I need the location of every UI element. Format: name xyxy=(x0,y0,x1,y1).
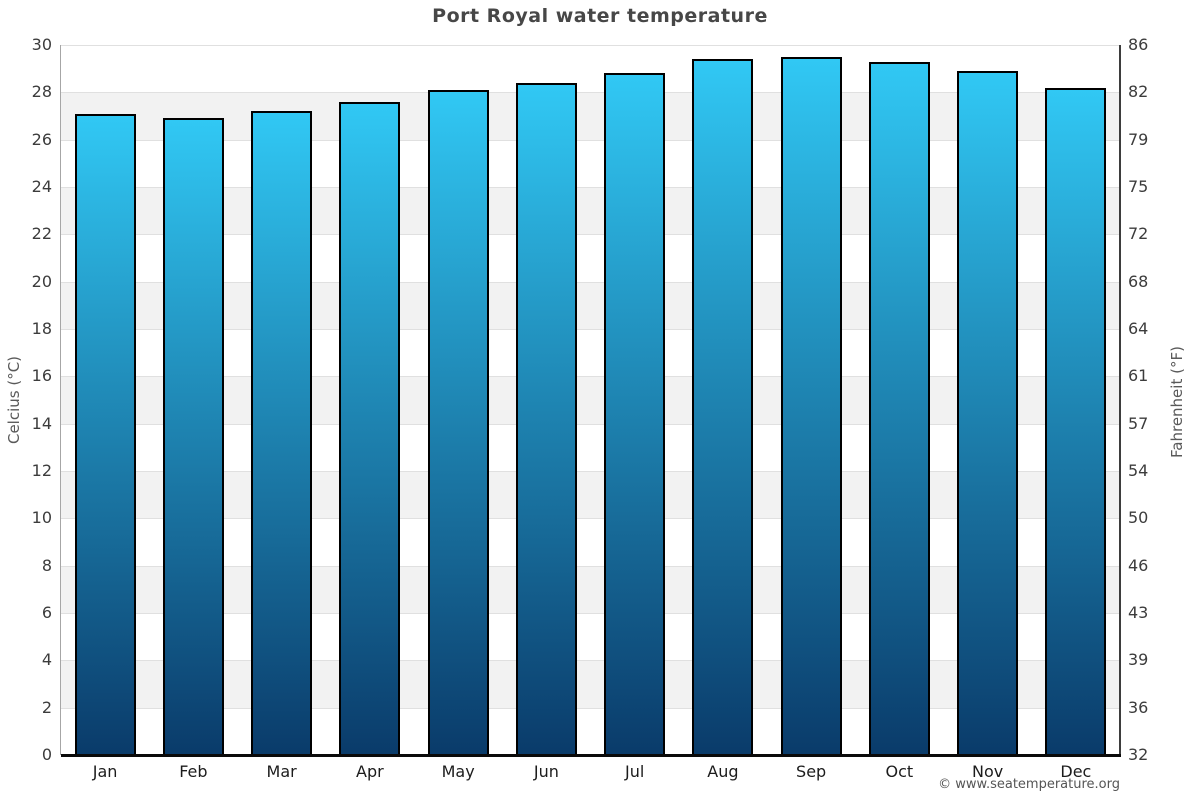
temperature-bar xyxy=(780,56,842,755)
month-label: Oct xyxy=(885,762,914,781)
grid-band xyxy=(61,565,1120,613)
fahrenheit-tick-label: 75 xyxy=(1128,177,1149,196)
gridline xyxy=(61,518,1120,520)
temperature-bar xyxy=(251,111,313,755)
month-label: Jul xyxy=(624,762,645,781)
fahrenheit-tick-label: 72 xyxy=(1128,224,1149,244)
celsius-tick-label: 12 xyxy=(31,461,52,480)
fahrenheit-tick-label: 79 xyxy=(1128,129,1149,149)
gridline xyxy=(61,234,1120,236)
celsius-tick-label: 16 xyxy=(31,366,52,386)
grid-band xyxy=(61,660,1120,708)
x-axis-line xyxy=(61,754,1121,757)
grid-band xyxy=(61,139,1120,187)
gridline xyxy=(61,471,1120,472)
gridline xyxy=(61,187,1120,188)
month-label: Dec xyxy=(1060,762,1092,781)
left-axis-spine xyxy=(60,45,61,755)
fahrenheit-tick-label: 36 xyxy=(1128,697,1149,717)
grid-band xyxy=(61,187,1120,235)
celsius-tick-label: 18 xyxy=(31,319,52,338)
gridline xyxy=(61,376,1120,378)
temperature-bar xyxy=(74,113,136,755)
fahrenheit-tick-label: 54 xyxy=(1128,461,1149,480)
celsius-tick-label: 0 xyxy=(41,745,52,764)
temperature-bar xyxy=(427,89,489,755)
temperature-bar xyxy=(868,61,930,755)
celsius-tick-label: 4 xyxy=(41,650,52,670)
fahrenheit-tick-label: 86 xyxy=(1128,35,1149,54)
gridline xyxy=(61,423,1120,425)
celsius-tick-label: 22 xyxy=(31,224,52,244)
month-label: Apr xyxy=(356,762,384,781)
gridline xyxy=(61,329,1120,330)
celsius-tick-label: 20 xyxy=(31,271,52,291)
month-label: Sep xyxy=(796,762,827,781)
month-label: May xyxy=(441,762,475,781)
month-label: Jan xyxy=(92,762,118,781)
gridline xyxy=(61,565,1120,567)
fahrenheit-tick-label: 64 xyxy=(1128,319,1149,338)
grid-band xyxy=(61,92,1120,140)
fahrenheit-tick-label: 50 xyxy=(1128,508,1149,528)
temperature-bar xyxy=(957,71,1019,755)
grid-band xyxy=(61,707,1120,755)
celsius-tick-label: 6 xyxy=(41,603,52,622)
grid-band xyxy=(61,471,1120,519)
right-axis-spine xyxy=(1119,45,1121,755)
celsius-tick-label: 30 xyxy=(31,35,52,54)
month-label: Nov xyxy=(972,762,1004,781)
celsius-tick-label: 8 xyxy=(41,555,52,575)
grid-band xyxy=(61,423,1120,471)
temperature-bar xyxy=(692,59,754,755)
gridline xyxy=(61,92,1120,94)
chart-title: Port Royal water temperature xyxy=(432,5,768,27)
celsius-tick-label: 2 xyxy=(41,697,52,717)
celsius-tick-label: 26 xyxy=(31,129,52,149)
fahrenheit-tick-label: 32 xyxy=(1128,745,1149,764)
grid-band xyxy=(61,45,1120,93)
gridline xyxy=(61,660,1120,662)
gridline xyxy=(61,281,1120,283)
grid-band xyxy=(61,234,1120,282)
month-label: Mar xyxy=(266,762,297,781)
temperature-bar xyxy=(515,82,577,755)
fahrenheit-tick-label: 61 xyxy=(1128,366,1149,386)
grid-band xyxy=(61,329,1120,377)
grid-band xyxy=(61,518,1120,566)
fahrenheit-tick-label: 43 xyxy=(1128,603,1149,622)
month-label: Feb xyxy=(179,762,208,781)
gridline xyxy=(61,139,1120,141)
grid-band xyxy=(61,613,1120,661)
celsius-tick-label: 28 xyxy=(31,82,52,102)
fahrenheit-tick-label: 57 xyxy=(1128,413,1149,433)
gridline xyxy=(61,613,1120,614)
gridline xyxy=(61,45,1120,46)
temperature-bar xyxy=(604,73,666,755)
grid-band xyxy=(61,281,1120,329)
fahrenheit-tick-label: 46 xyxy=(1128,555,1149,575)
temperature-bar xyxy=(162,118,224,755)
celsius-tick-label: 24 xyxy=(31,177,52,196)
month-label: Jun xyxy=(533,762,559,781)
grid-band xyxy=(61,376,1120,424)
celsius-tick-label: 10 xyxy=(31,508,52,528)
fahrenheit-tick-label: 82 xyxy=(1128,82,1149,102)
month-label: Aug xyxy=(707,762,739,781)
temperature-bar xyxy=(1045,87,1107,755)
fahrenheit-tick-label: 68 xyxy=(1128,271,1149,291)
temperature-bar xyxy=(339,101,401,755)
fahrenheit-tick-label: 39 xyxy=(1128,650,1149,670)
celsius-tick-label: 14 xyxy=(31,413,52,433)
copyright-text: © www.seatemperature.org xyxy=(938,777,1120,792)
gridline xyxy=(61,707,1120,709)
